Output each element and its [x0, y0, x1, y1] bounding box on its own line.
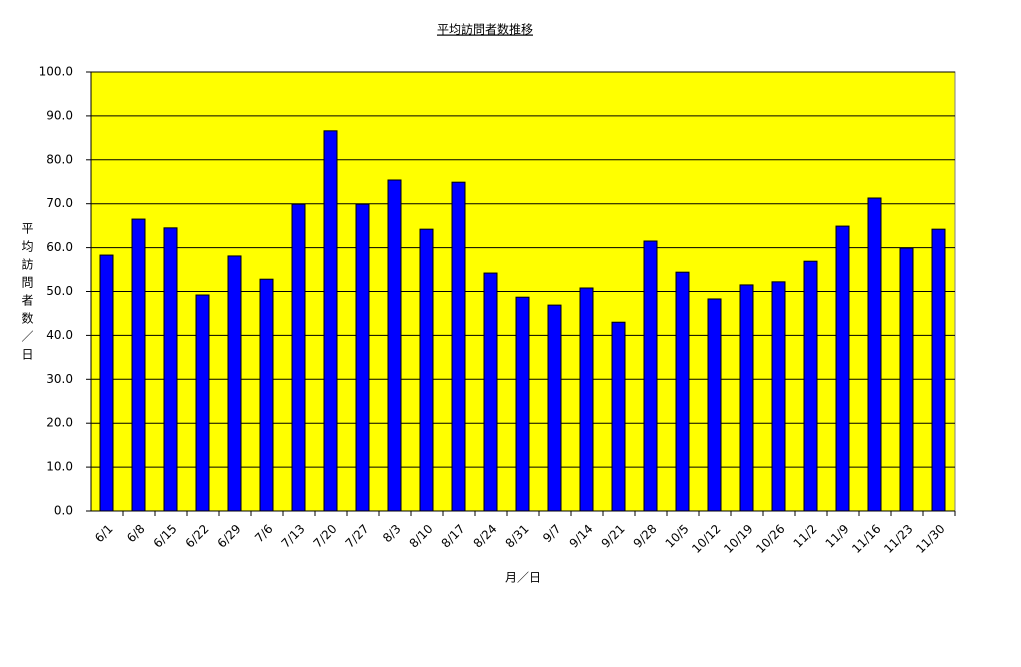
bar	[483, 272, 498, 512]
bar	[227, 255, 242, 512]
y-tick-label: 0.0	[54, 504, 73, 518]
bar	[899, 247, 914, 512]
y-tick-label: 60.0	[46, 240, 73, 254]
bar	[547, 304, 562, 512]
x-tick-label: 9/28	[631, 522, 660, 551]
x-tick-label: 8/24	[471, 522, 500, 551]
x-tick-label: 9/14	[567, 522, 596, 551]
x-tick-label: 10/19	[721, 522, 755, 556]
bar	[131, 218, 146, 512]
x-tick-label: 6/1	[92, 522, 116, 546]
y-axis-label: 平均訪問者数／日	[20, 222, 34, 366]
bar	[323, 130, 338, 512]
x-tick-label: 10/26	[753, 522, 787, 556]
x-tick-label: 8/10	[407, 522, 436, 551]
bar	[163, 227, 178, 512]
x-tick-label: 7/20	[311, 522, 340, 551]
x-tick-label: 8/3	[380, 522, 404, 546]
bar	[643, 240, 658, 512]
bar	[931, 228, 946, 512]
bar	[675, 271, 690, 512]
y-tick-label: 40.0	[46, 328, 73, 342]
bar	[195, 294, 210, 512]
bar	[355, 203, 370, 512]
x-tick-label: 8/31	[503, 522, 532, 551]
bar	[867, 197, 882, 512]
bar	[803, 260, 818, 512]
bar	[419, 228, 434, 512]
x-tick-label: 10/5	[663, 522, 692, 551]
x-tick-label: 6/22	[183, 522, 212, 551]
y-tick-label: 30.0	[46, 372, 73, 386]
y-tick-label: 100.0	[39, 65, 73, 79]
x-tick-label: 10/12	[689, 522, 723, 556]
bar	[707, 298, 722, 512]
x-tick-label: 7/13	[279, 522, 308, 551]
bar	[835, 225, 850, 512]
x-tick-label: 6/29	[215, 522, 244, 551]
x-tick-label: 7/6	[252, 522, 276, 546]
x-axis-label: 月／日	[505, 571, 541, 585]
x-tick-label: 11/9	[823, 522, 852, 551]
x-tick-label: 6/15	[151, 522, 180, 551]
bar	[259, 278, 274, 512]
x-tick-label: 11/30	[913, 522, 947, 556]
bar	[451, 181, 466, 512]
bar	[291, 203, 306, 512]
bar	[99, 254, 114, 512]
x-tick-label: 11/16	[849, 522, 883, 556]
x-tick-label: 6/8	[124, 522, 148, 546]
x-tick-label: 8/17	[439, 522, 468, 551]
chart-title: 平均訪問者数推移	[437, 22, 533, 37]
y-tick-label: 10.0	[46, 460, 73, 474]
x-tick-label: 11/23	[881, 522, 915, 556]
y-tick-label: 80.0	[46, 152, 73, 166]
x-tick-label: 9/21	[599, 522, 628, 551]
bar	[611, 321, 626, 512]
y-tick-label: 20.0	[46, 416, 73, 430]
bar	[579, 287, 594, 512]
y-tick-label: 50.0	[46, 284, 73, 298]
x-tick-label: 9/7	[540, 522, 564, 546]
y-tick-label: 70.0	[46, 196, 73, 210]
x-tick-label: 7/27	[343, 522, 372, 551]
bar	[515, 296, 530, 512]
x-tick-label: 11/2	[791, 522, 820, 551]
y-tick-label: 90.0	[46, 108, 73, 122]
bar	[739, 284, 754, 512]
bar	[387, 179, 402, 512]
bar	[771, 281, 786, 512]
